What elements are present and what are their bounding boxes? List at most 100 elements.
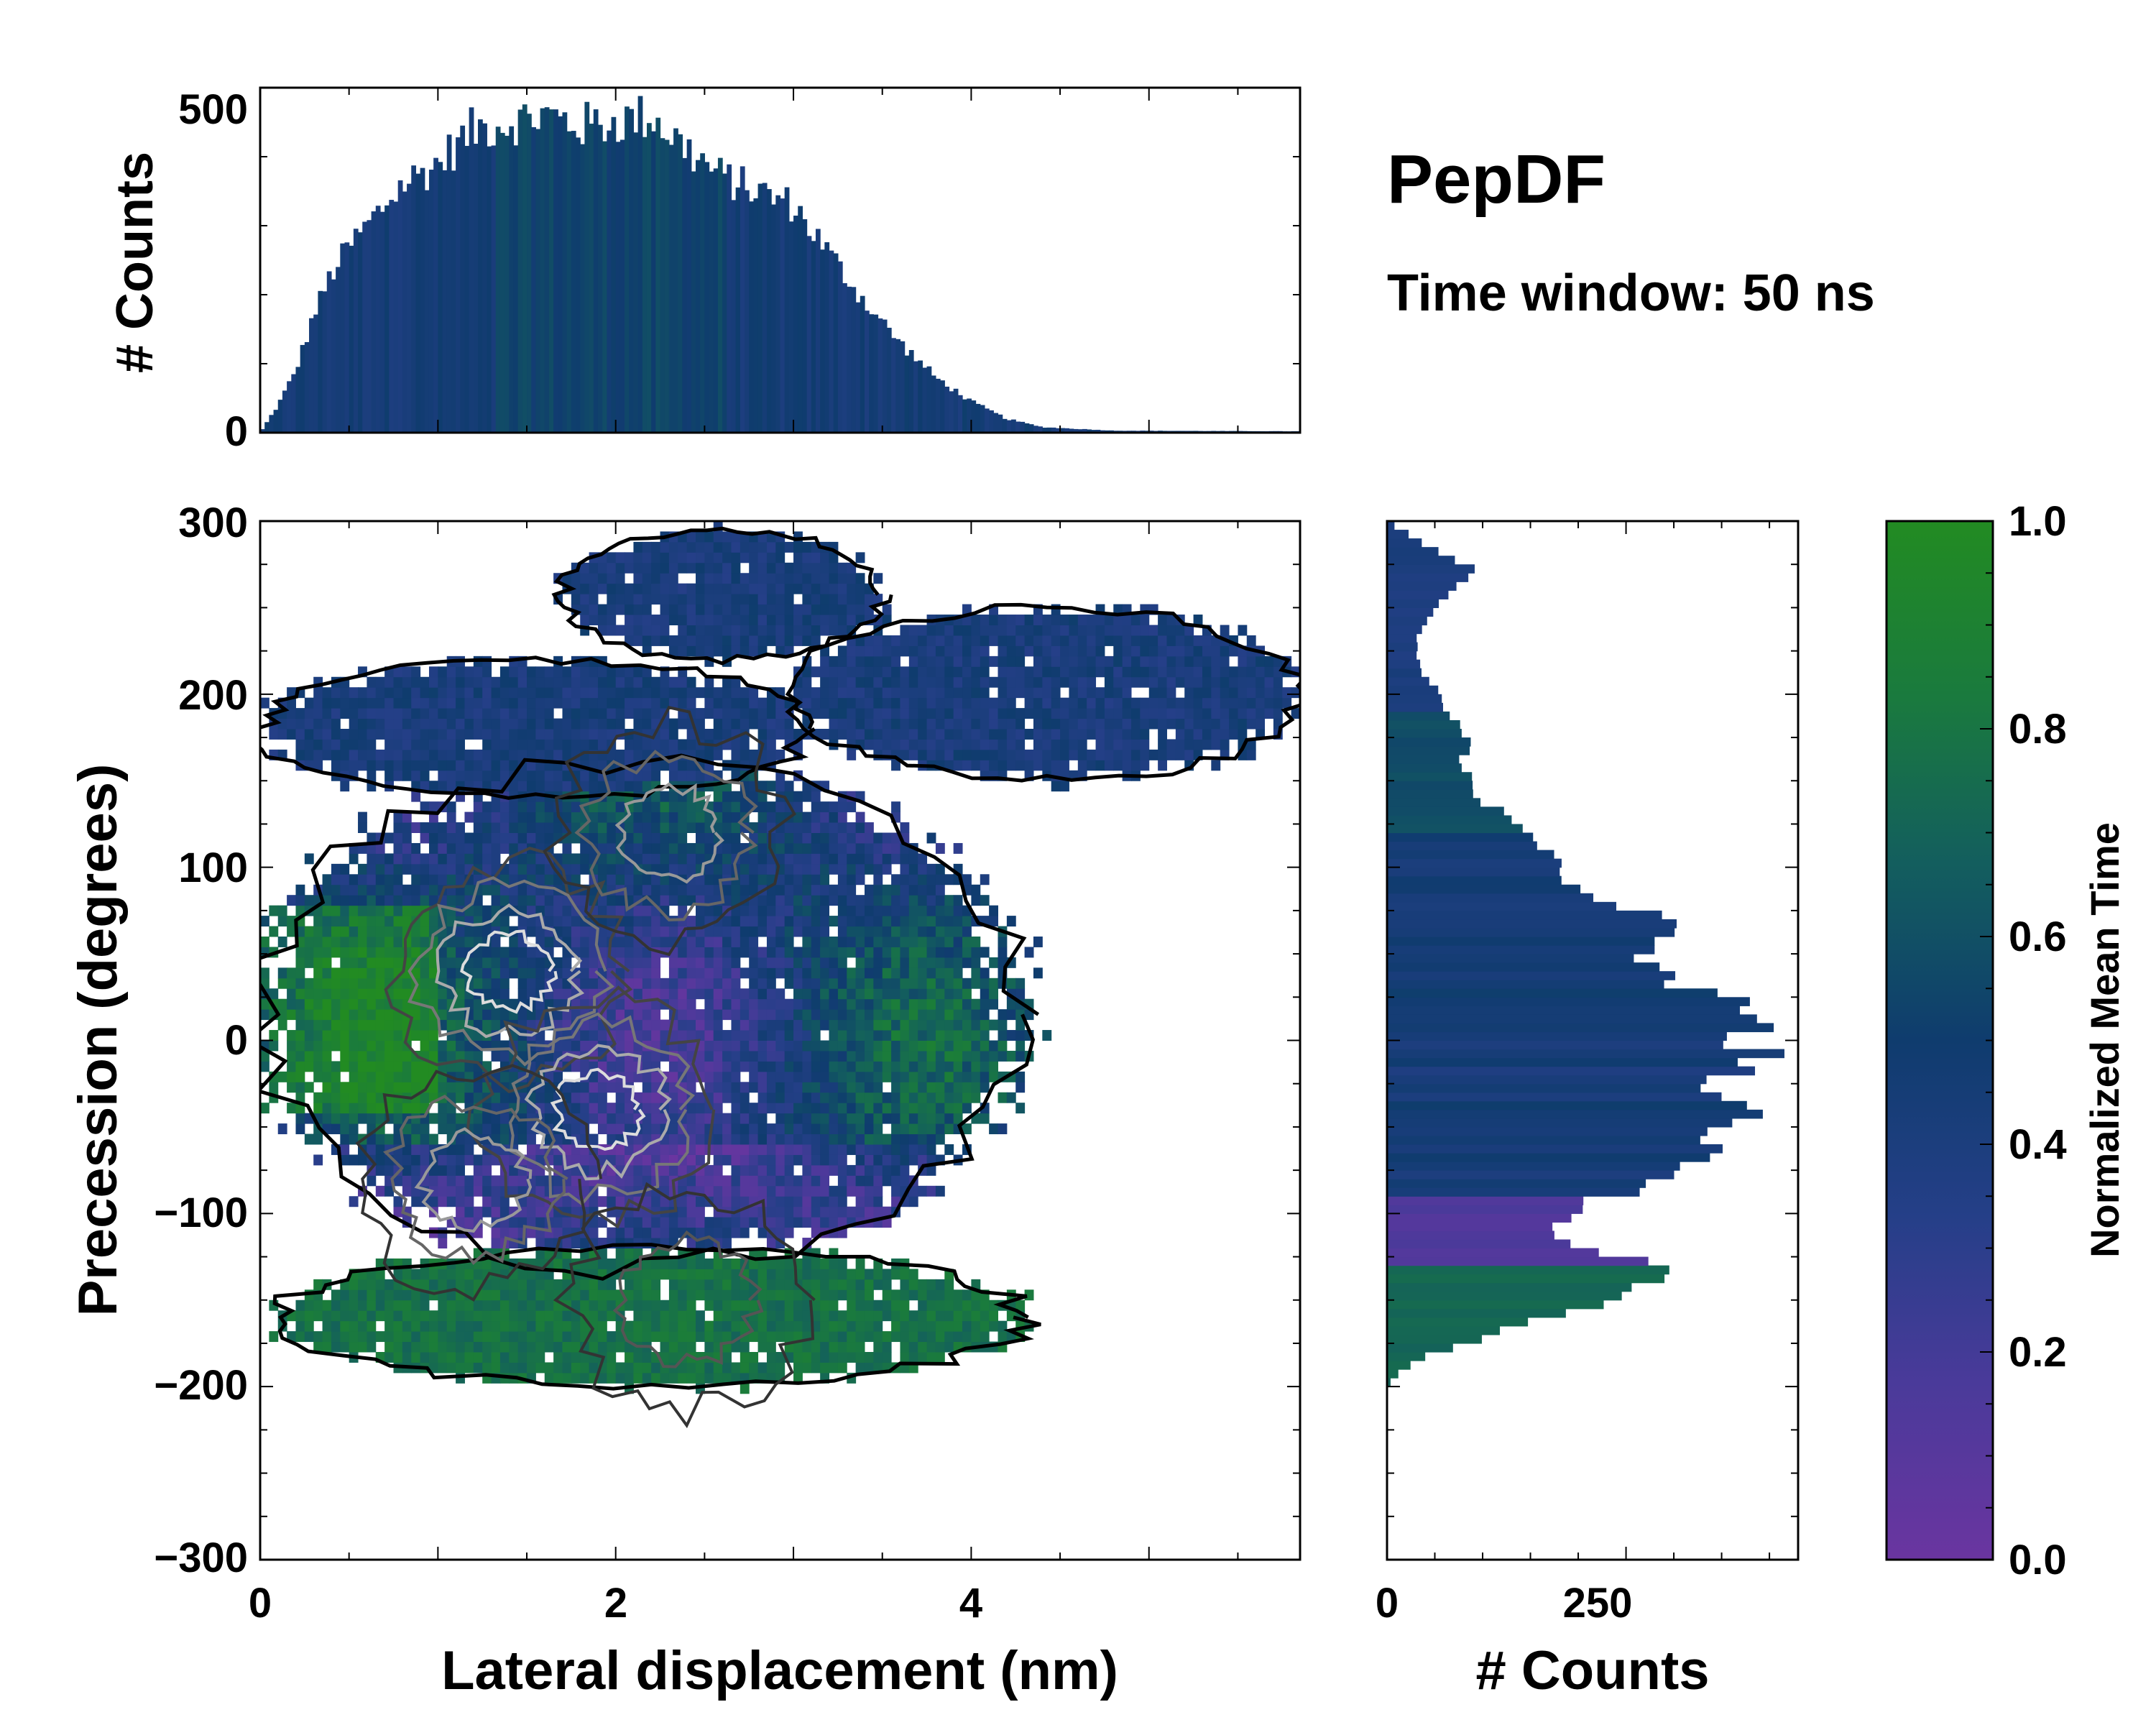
heatmap-cell [722, 1050, 732, 1062]
heatmap-cell [704, 1030, 714, 1041]
heatmap-cell [517, 749, 528, 760]
heatmap-cell [393, 998, 403, 1010]
heatmap-cell [651, 1320, 661, 1332]
heatmap-cell [678, 625, 688, 636]
heatmap-cell [757, 832, 768, 844]
heatmap-cell [668, 760, 678, 771]
heatmap-cell [580, 1103, 590, 1114]
heatmap-cell [482, 1164, 492, 1176]
heatmap-cell [340, 916, 350, 927]
heatmap-cell [829, 842, 839, 854]
heatmap-cell [811, 1030, 821, 1041]
top-histogram-bar [745, 190, 750, 433]
heatmap-cell [793, 1341, 803, 1353]
heatmap-cell [784, 1050, 794, 1062]
heatmap-cell [651, 791, 661, 802]
top-histogram-bar [318, 290, 323, 433]
heatmap-cell [891, 1030, 900, 1041]
heatmap-cell [402, 1061, 412, 1072]
heatmap-cell [811, 1061, 821, 1072]
heatmap-cell [793, 1030, 803, 1041]
heatmap-cell [304, 1331, 314, 1343]
heatmap-cell [811, 562, 821, 574]
heatmap-cell [509, 729, 519, 740]
heatmap-cell [847, 687, 857, 699]
heatmap-cell [349, 1310, 359, 1322]
heatmap-cell [704, 552, 714, 564]
heatmap-cell [882, 666, 892, 678]
heatmap-cell [553, 1352, 563, 1363]
heatmap-cell [322, 1061, 332, 1072]
heatmap-cell [607, 697, 617, 709]
heatmap-cell [864, 1123, 874, 1135]
heatmap-cell [420, 708, 430, 719]
heatmap-cell [757, 905, 768, 916]
heatmap-cell [829, 1310, 839, 1322]
heatmap-cell [384, 937, 395, 947]
top-histogram-bar [589, 124, 594, 433]
heatmap-cell [580, 708, 590, 719]
heatmap-cell [393, 1352, 403, 1363]
heatmap-cell [749, 541, 759, 553]
heatmap-cell [642, 604, 652, 615]
heatmap-cell [678, 562, 688, 574]
heatmap-cell [553, 718, 563, 730]
heatmap-cell [811, 687, 821, 699]
heatmap-cell [882, 988, 892, 1000]
top-histogram-bar [349, 245, 354, 433]
heatmap-cell [837, 583, 847, 594]
heatmap-cell [731, 1092, 741, 1103]
heatmap-cell [304, 926, 314, 937]
heatmap-cell [651, 822, 661, 833]
heatmap-cell [553, 1040, 563, 1052]
heatmap-cell [384, 1061, 395, 1072]
heatmap-cell [713, 1061, 723, 1072]
heatmap-cell [499, 978, 510, 989]
heatmap-cell [731, 947, 741, 958]
heatmap-cell [873, 1352, 883, 1363]
heatmap-cell [615, 604, 625, 615]
heatmap-cell [749, 1103, 759, 1114]
heatmap-cell [837, 822, 847, 833]
heatmap-cell [793, 687, 803, 699]
top-histogram-bar [686, 139, 692, 433]
heatmap-cell [527, 1331, 536, 1343]
heatmap-cell [597, 1310, 607, 1322]
heatmap-cell [295, 739, 305, 750]
heatmap-cell [864, 905, 874, 916]
heatmap-cell [713, 801, 723, 813]
heatmap-cell [820, 583, 830, 594]
heatmap-cell [597, 666, 607, 678]
top-histogram-bar [660, 138, 665, 433]
heatmap-cell [668, 1103, 678, 1114]
heatmap-cell [775, 1279, 786, 1290]
heatmap-cell [926, 978, 936, 989]
top-histogram-bar [469, 107, 474, 433]
heatmap-cell [509, 947, 519, 958]
heatmap-cell [847, 916, 857, 927]
heatmap-cell [802, 676, 812, 688]
heatmap-cell [625, 1300, 634, 1311]
heatmap-cell [304, 895, 314, 906]
heatmap-cell [535, 1206, 545, 1218]
heatmap-cell [535, 1362, 545, 1374]
top-histogram-bar [780, 198, 786, 433]
heatmap-cell [358, 884, 367, 896]
heatmap-cell [473, 1123, 483, 1135]
heatmap-cell [757, 1320, 768, 1332]
heatmap-cell [597, 1300, 607, 1311]
heatmap-cell [829, 625, 839, 636]
heatmap-cell [428, 760, 438, 771]
heatmap-cell [918, 645, 928, 657]
heatmap-cell [607, 1113, 617, 1124]
heatmap-cell [340, 729, 350, 740]
heatmap-cell [900, 1092, 910, 1103]
heatmap-cell [562, 916, 572, 927]
heatmap-cell [304, 978, 314, 989]
heatmap-cell [331, 884, 341, 896]
heatmap-cell [908, 1144, 918, 1155]
heatmap-cell [527, 1227, 536, 1238]
heatmap-cell [517, 1310, 528, 1322]
heatmap-cell [722, 1258, 732, 1269]
heatmap-cell [517, 1092, 528, 1103]
